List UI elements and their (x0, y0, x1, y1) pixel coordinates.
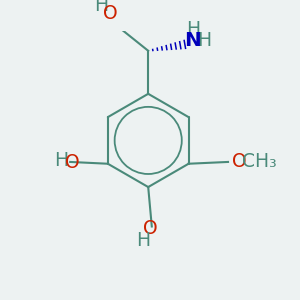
Text: O: O (232, 152, 246, 170)
Text: H: H (186, 20, 200, 39)
Text: H: H (54, 151, 68, 170)
Text: O: O (65, 153, 79, 172)
Text: O: O (103, 4, 118, 22)
Text: H: H (94, 0, 109, 16)
Text: H: H (136, 231, 150, 250)
Text: CH₃: CH₃ (242, 152, 277, 170)
Text: H: H (198, 31, 212, 50)
Text: N: N (184, 31, 202, 50)
Text: O: O (143, 219, 157, 238)
